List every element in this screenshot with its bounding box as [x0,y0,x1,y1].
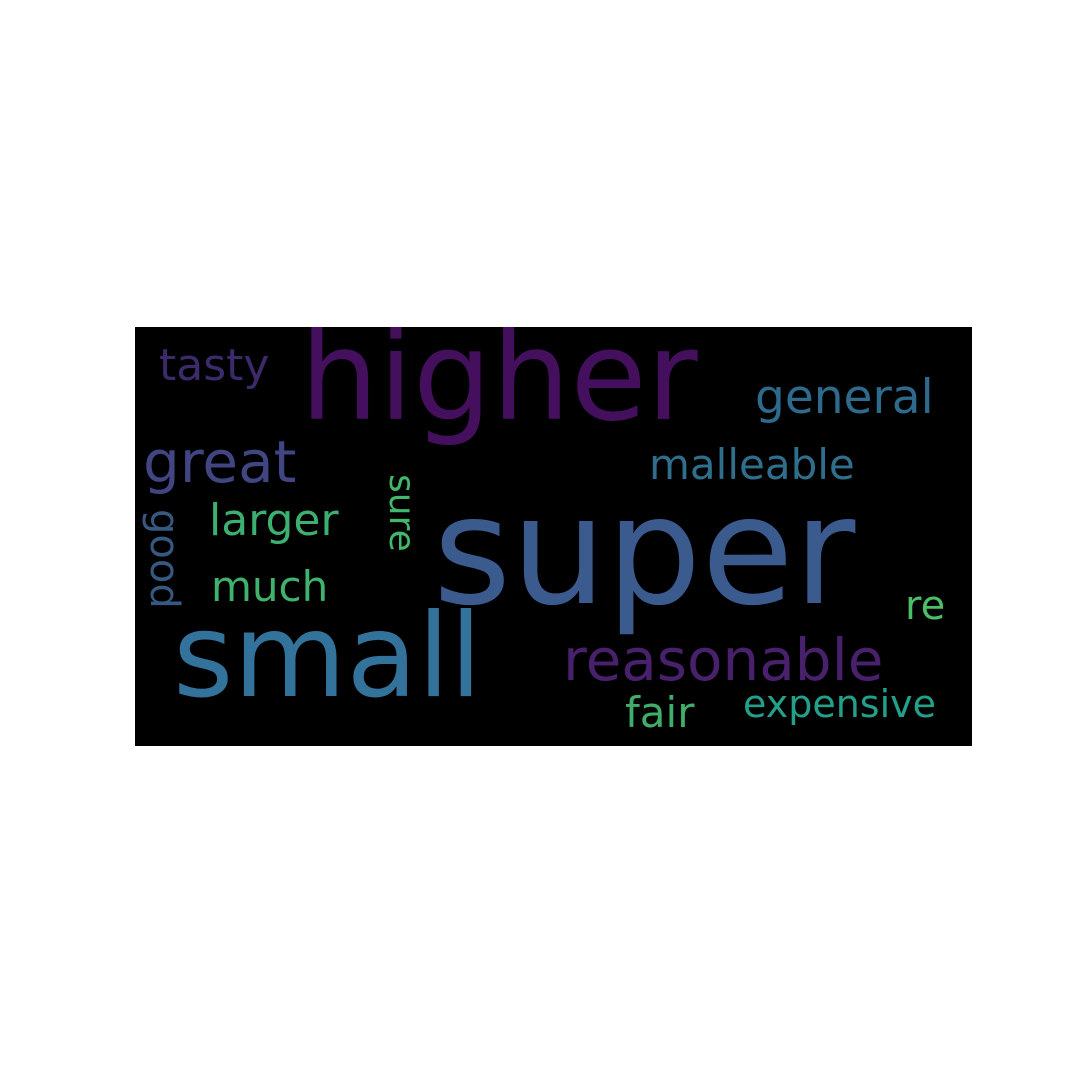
word-higher: higher [300,327,698,449]
word-general: general [755,370,934,425]
word-tasty: tasty [159,340,270,391]
word-reasonable: reasonable [563,626,884,694]
word-super: super [433,465,856,639]
word-malleable: malleable [649,440,855,489]
word-larger: larger [209,495,339,546]
word-cloud: higher super small great tasty general m… [135,327,972,746]
word-fair: fair [625,688,695,737]
word-expensive: expensive [743,682,937,726]
word-much: much [211,562,329,611]
word-sure: sure [381,474,422,552]
word-small: small [173,589,482,724]
word-good: good [141,509,187,609]
word-great: great [143,428,297,496]
word-re: re [905,583,946,629]
